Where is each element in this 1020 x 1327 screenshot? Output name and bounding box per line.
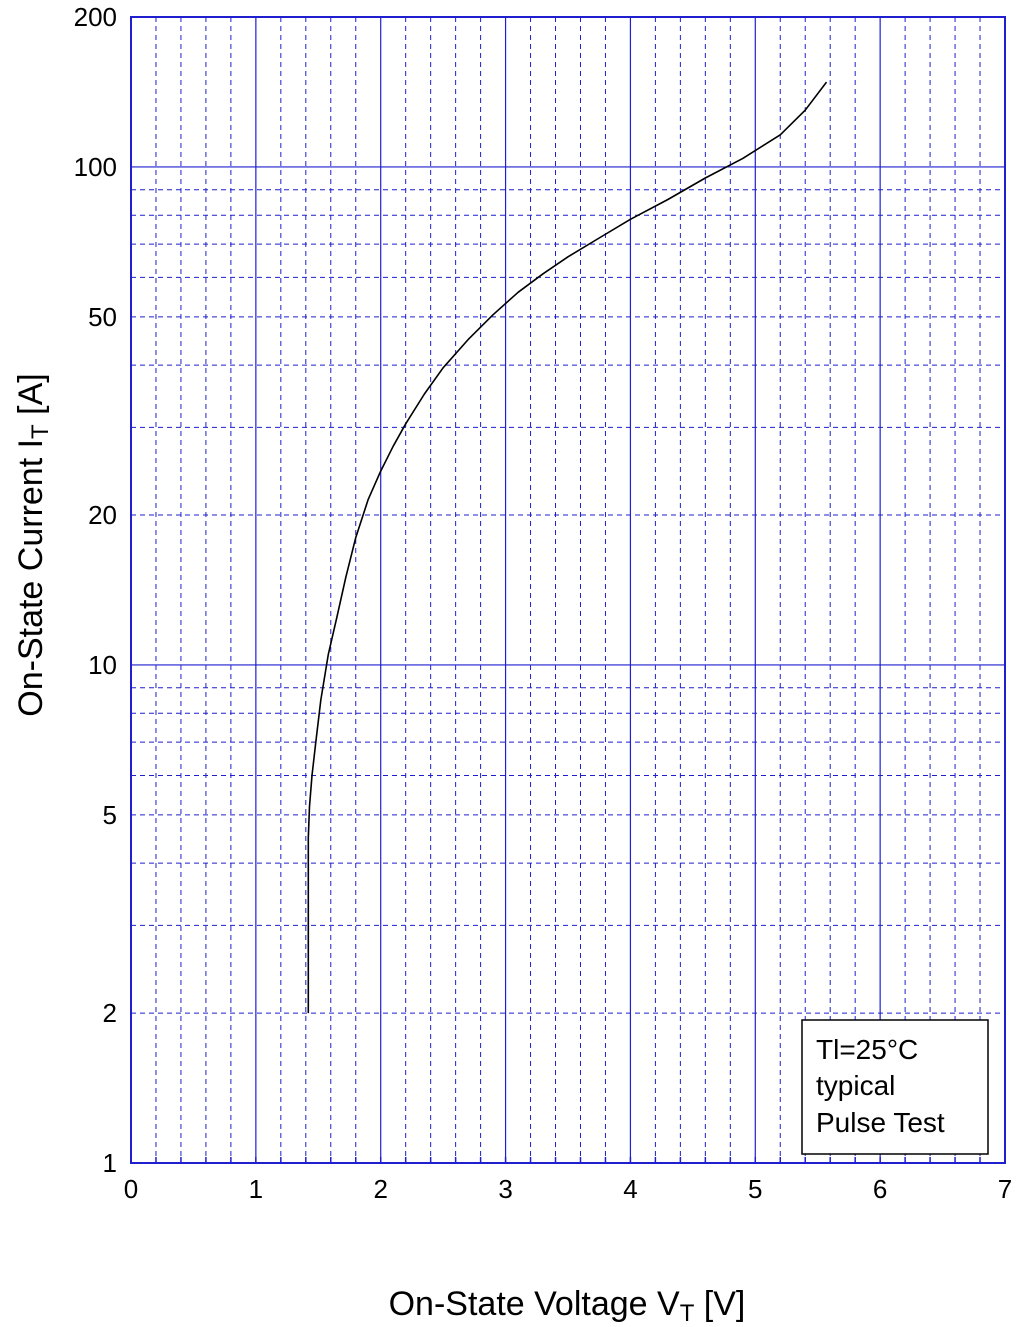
legend-line-temperature: Tl=25°C bbox=[816, 1034, 918, 1065]
x-axis-title-subscript: T bbox=[680, 1300, 695, 1327]
x-axis-title: On-State Voltage VT [V] bbox=[389, 1285, 746, 1327]
x-axis-title-main: On-State Voltage V bbox=[389, 1285, 680, 1323]
y-tick-label: 5 bbox=[103, 800, 117, 830]
y-tick-label: 20 bbox=[88, 500, 117, 530]
plot-frame bbox=[130, 16, 1006, 1164]
x-tick-label: 0 bbox=[124, 1174, 138, 1204]
x-tick-label: 4 bbox=[623, 1174, 637, 1204]
y-tick-label: 100 bbox=[74, 152, 117, 182]
legend-line-pulse-test: Pulse Test bbox=[816, 1107, 945, 1138]
y-tick-label: 10 bbox=[88, 650, 117, 680]
x-tick-label: 1 bbox=[249, 1174, 263, 1204]
x-tick-label: 5 bbox=[748, 1174, 762, 1204]
y-axis-title-subscript: T bbox=[27, 424, 54, 439]
legend-line-typical: typical bbox=[816, 1070, 895, 1101]
curve-layer bbox=[307, 81, 828, 1014]
y-axis-title-unit: [A] bbox=[12, 373, 50, 424]
y-tick-label: 50 bbox=[88, 302, 117, 332]
on-state-curve bbox=[307, 81, 828, 1014]
legend-box: Tl=25°C typical Pulse Test bbox=[801, 1019, 989, 1155]
x-tick-label: 7 bbox=[998, 1174, 1012, 1204]
y-tick-label: 1 bbox=[103, 1148, 117, 1178]
y-tick-labels: 1 2 5 10 20 50 100 200 bbox=[74, 2, 117, 1178]
x-tick-label: 2 bbox=[373, 1174, 387, 1204]
x-tick-label: 3 bbox=[498, 1174, 512, 1204]
y-tick-label: 2 bbox=[103, 998, 117, 1028]
x-axis-title-unit: [V] bbox=[694, 1285, 745, 1323]
y-axis-title-main: On-State Current I bbox=[12, 439, 50, 717]
y-axis-title: On-State Current IT [A] bbox=[12, 373, 54, 716]
grid bbox=[130, 17, 1006, 1163]
x-tick-label: 6 bbox=[873, 1174, 887, 1204]
y-tick-label: 200 bbox=[74, 2, 117, 32]
x-tick-labels: 0 1 2 3 4 5 6 7 bbox=[124, 1174, 1012, 1204]
